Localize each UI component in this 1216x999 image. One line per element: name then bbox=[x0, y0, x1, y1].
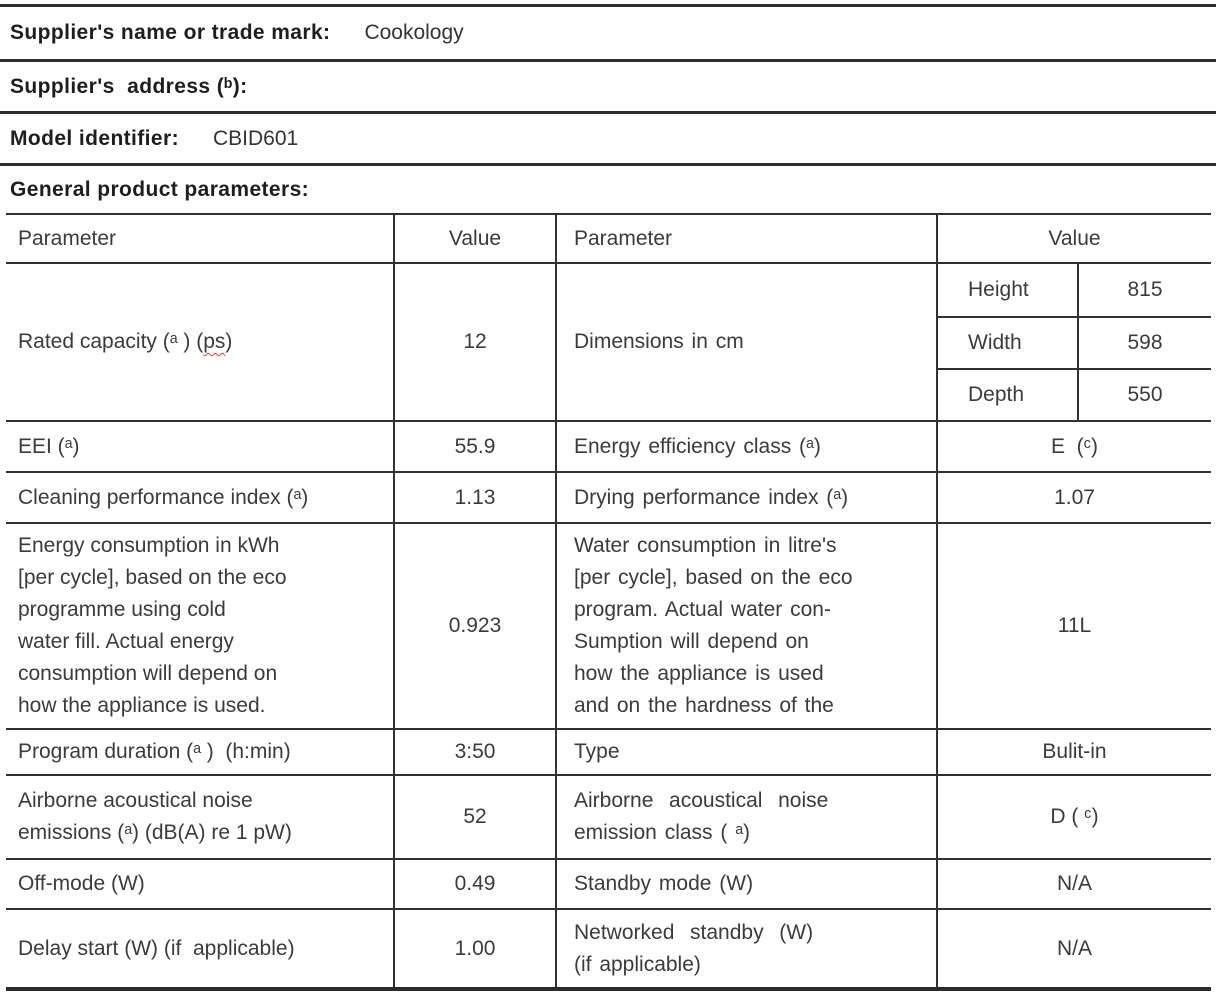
dimension-width-value: 598 bbox=[1077, 318, 1211, 368]
drying-index-label: Drying performance index (ᵃ) bbox=[555, 473, 936, 522]
program-duration-label: Program duration (ᵃ ) (h:min) bbox=[18, 740, 291, 763]
noise-emission-class-label: Airborne acoustical noise emission class… bbox=[555, 776, 936, 858]
product-information-sheet: Supplier's name or trade mark: Cookology… bbox=[0, 4, 1216, 999]
model-identifier-row: Model identifier: CBID601 bbox=[0, 114, 1216, 166]
supplier-address-row: Supplier's address (ᵇ): bbox=[0, 62, 1216, 114]
dimensions-subtable: Height 815 Width 598 Depth 550 bbox=[938, 264, 1211, 420]
water-consumption-value: 11L bbox=[936, 524, 1211, 728]
noise-emissions-value: 52 bbox=[393, 776, 555, 858]
table-row-delay-networked: Delay start (W) (if applicable) 1.00 Net… bbox=[6, 908, 1211, 987]
table-header-row: Parameter Value Parameter Value bbox=[6, 213, 1211, 262]
cleaning-index-label: Cleaning performance index (ᵃ) bbox=[18, 485, 309, 509]
energy-efficiency-class-value: E (ᶜ) bbox=[936, 422, 1211, 471]
off-mode-value: 0.49 bbox=[393, 860, 555, 908]
delay-start-label: Delay start (W) (if applicable) bbox=[18, 936, 295, 960]
supplier-address-label: Supplier's address (ᵇ): bbox=[10, 74, 248, 98]
eei-value: 55.9 bbox=[393, 422, 555, 471]
rated-capacity-label-prefix: Rated capacity (ᵃ ) ( bbox=[18, 330, 204, 353]
header-parameter-right: Parameter bbox=[555, 215, 936, 262]
drying-index-value: 1.07 bbox=[936, 473, 1211, 522]
table-row-consumption: Energy consumption in kWh [per cycle], b… bbox=[6, 522, 1211, 728]
energy-consumption-value: 0.923 bbox=[393, 524, 555, 728]
model-identifier-value: CBID601 bbox=[212, 126, 299, 150]
noise-emission-class-value: D ( ᶜ) bbox=[936, 776, 1211, 858]
table-row-duration-type: Program duration (ᵃ ) (h:min) 3:50 Type … bbox=[6, 728, 1211, 774]
table-row-offmode-standby: Off-mode (W) 0.49 Standby mode (W) N/A bbox=[6, 858, 1211, 908]
supplier-name-row: Supplier's name or trade mark: Cookology bbox=[0, 7, 1216, 62]
dimension-row-height: Height 815 bbox=[938, 264, 1211, 316]
standby-mode-label: Standby mode (W) bbox=[555, 860, 936, 908]
supplier-name-label: Supplier's name or trade mark: bbox=[10, 21, 331, 44]
dimension-row-width: Width 598 bbox=[938, 316, 1211, 368]
model-identifier-label: Model identifier: bbox=[10, 126, 179, 150]
networked-standby-label: Networked standby (W) (if applicable) bbox=[555, 910, 936, 987]
type-label: Type bbox=[555, 730, 936, 774]
dimension-depth-label: Depth bbox=[968, 383, 1025, 406]
table-row-cleaning-drying: Cleaning performance index (ᵃ) 1.13 Dryi… bbox=[6, 471, 1211, 522]
dimension-width-label: Width bbox=[968, 331, 1022, 354]
program-duration-value: 3:50 bbox=[393, 730, 555, 774]
parameters-table: Parameter Value Parameter Value Rated ca… bbox=[6, 213, 1211, 991]
type-value: Bulit-in bbox=[936, 730, 1211, 774]
meta-section: Supplier's name or trade mark: Cookology… bbox=[0, 4, 1216, 213]
dimension-height-value: 815 bbox=[1077, 264, 1211, 316]
spellcheck-word: ps bbox=[203, 330, 226, 353]
off-mode-label: Off-mode (W) bbox=[18, 872, 145, 895]
table-row-eei: EEI (ᵃ) 55.9 Energy efficiency class (ᵃ)… bbox=[6, 420, 1211, 471]
dimensions-cell: Height 815 Width 598 Depth 550 bbox=[936, 264, 1211, 420]
header-value-left: Value bbox=[393, 215, 555, 262]
header-value-right: Value bbox=[936, 215, 1211, 262]
energy-efficiency-class-label: Energy efficiency class (ᵃ) bbox=[555, 422, 936, 471]
delay-start-value: 1.00 bbox=[393, 910, 555, 987]
cleaning-index-value: 1.13 bbox=[393, 473, 555, 522]
table-row-noise: Airborne acoustical noise emissions (ᵃ) … bbox=[6, 774, 1211, 858]
energy-consumption-label: Energy consumption in kWh [per cycle], b… bbox=[18, 534, 287, 717]
eei-label: EEI (ᵃ) bbox=[18, 434, 80, 458]
water-consumption-label: Water consumption in litre's [per cycle]… bbox=[555, 524, 936, 728]
networked-standby-value: N/A bbox=[936, 910, 1211, 987]
dimension-row-depth: Depth 550 bbox=[938, 368, 1211, 420]
table-row-rated-capacity: Rated capacity (ᵃ ) (ps) 12 Dimensions i… bbox=[6, 262, 1211, 420]
general-parameters-title: General product parameters: bbox=[10, 177, 310, 201]
dimension-depth-value: 550 bbox=[1077, 370, 1211, 420]
rated-capacity-label: Rated capacity (ᵃ ) (ps) bbox=[6, 264, 393, 420]
standby-mode-value: N/A bbox=[936, 860, 1211, 908]
dimension-height-label: Height bbox=[968, 278, 1029, 301]
dimensions-label: Dimensions in cm bbox=[555, 264, 936, 420]
noise-emissions-label: Airborne acoustical noise emissions (ᵃ) … bbox=[18, 789, 292, 844]
rated-capacity-label-suffix: ) bbox=[225, 330, 233, 353]
supplier-name-value: Cookology bbox=[364, 21, 464, 44]
rated-capacity-value: 12 bbox=[393, 264, 555, 420]
header-parameter-left: Parameter bbox=[18, 226, 117, 250]
